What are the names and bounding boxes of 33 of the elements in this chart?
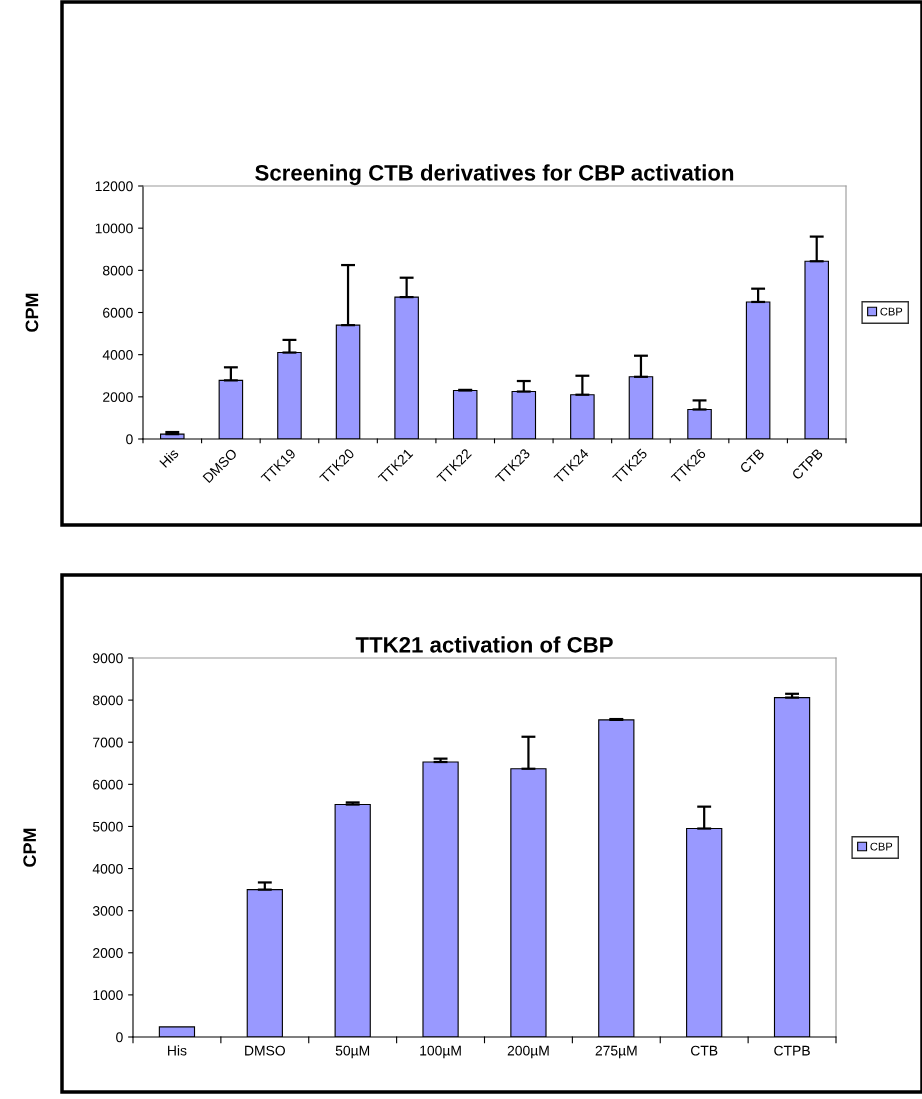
y-axis-title: CPM — [25, 293, 39, 332]
y-tick-label: 10000 — [95, 223, 133, 234]
y-tick-label: 6000 — [93, 779, 123, 790]
y-tick-label: 2000 — [103, 392, 133, 402]
x-tick-label: 200µM — [507, 1045, 549, 1059]
y-tick-label: 12000 — [95, 181, 133, 192]
y-tick-label: 0 — [126, 434, 133, 445]
x-tick-label: CTB — [691, 1045, 718, 1056]
x-tick-label: DMSO — [245, 1045, 285, 1056]
x-tick-label: 275µM — [595, 1045, 637, 1059]
y-tick-label: 4000 — [102, 350, 133, 360]
y-tick-label: 5000 — [92, 821, 123, 832]
y-tick-label: 6000 — [103, 307, 133, 318]
y-tick-label: 4000 — [92, 863, 123, 874]
y-axis-title: CPM — [23, 828, 37, 867]
y-tick-label: 8000 — [92, 695, 123, 706]
y-tick-label: 7000 — [93, 737, 123, 748]
y-tick-label: 8000 — [102, 265, 133, 276]
y-tick-label: 1000 — [93, 990, 123, 1001]
x-tick-label: His — [158, 447, 180, 468]
y-tick-label: 9000 — [93, 653, 123, 664]
y-tick-label: 3000 — [92, 906, 123, 916]
chart-title: Screening CTB derivatives for CBP activation — [255, 164, 734, 186]
x-tick-label: CTPB — [774, 1045, 810, 1056]
x-tick-label: 50µM — [335, 1045, 370, 1059]
x-tick-label: CTB — [739, 448, 765, 474]
y-tick-label: 2000 — [93, 948, 123, 958]
legend-label: CBP — [880, 307, 903, 316]
y-tick-label: 0 — [116, 1032, 123, 1043]
chart-title: TTK21 activation of CBP — [355, 636, 613, 653]
x-tick-label: 100µM — [420, 1045, 461, 1059]
x-tick-label: His — [168, 1045, 187, 1056]
legend-label: CBP — [870, 842, 893, 851]
